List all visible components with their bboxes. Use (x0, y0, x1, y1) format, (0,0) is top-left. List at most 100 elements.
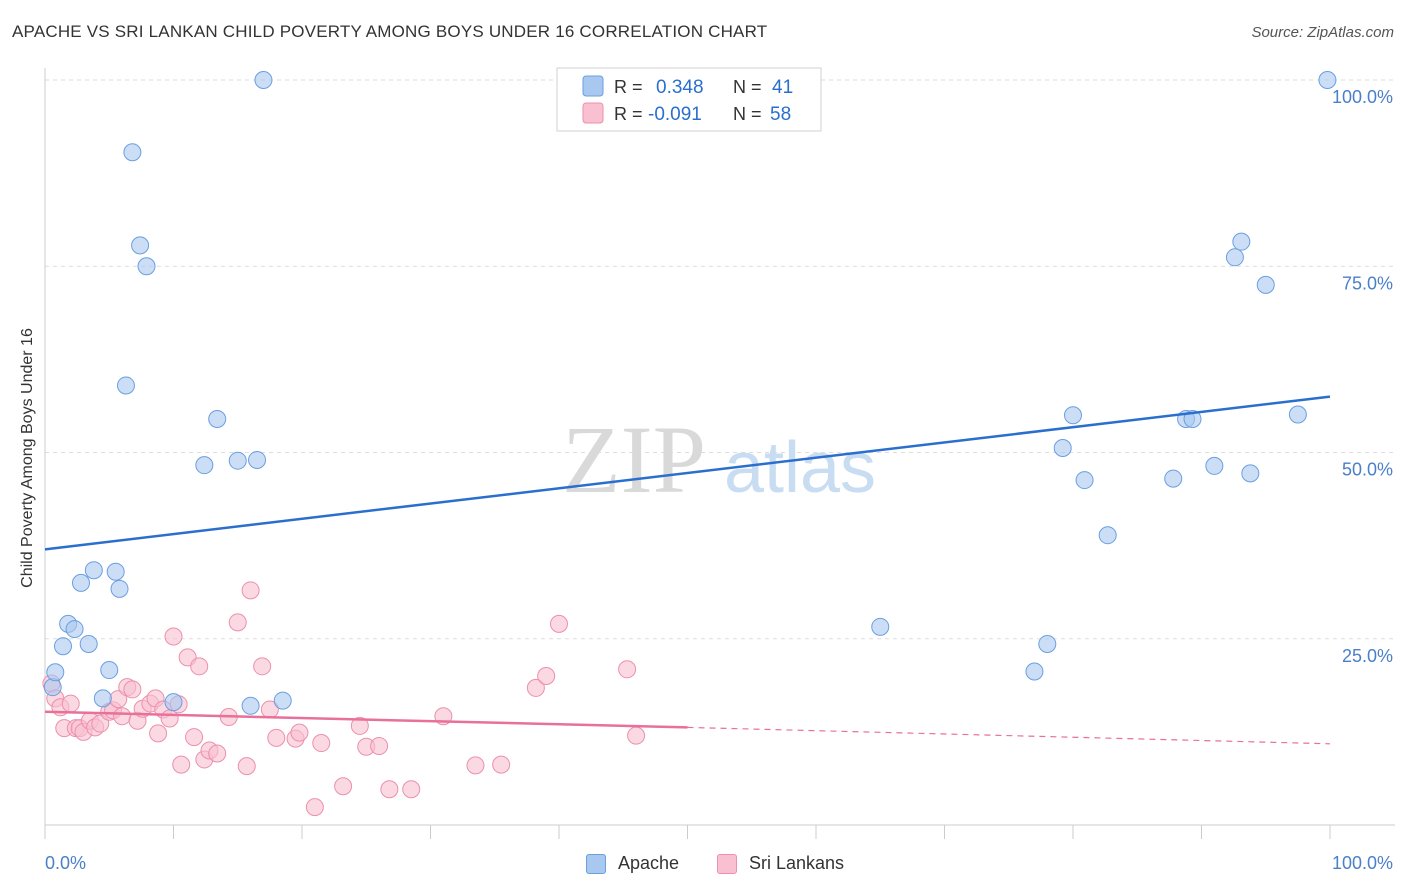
point-srilankan-32 (208, 744, 227, 763)
point-apache-29 (1075, 471, 1094, 490)
stats-r-value-apache: 0.348 (656, 77, 704, 98)
point-apache-23 (273, 691, 292, 710)
point-srilankan-45 (350, 716, 369, 735)
chart-source: Source: ZipAtlas.com (1251, 24, 1394, 41)
point-srilankan-54 (537, 667, 556, 685)
point-apache-15 (137, 257, 156, 276)
point-apache-24 (871, 617, 890, 636)
stats-n-value-apache: 41 (772, 77, 793, 98)
point-srilankan-28 (185, 728, 204, 747)
legend-item-srilankan: Sri Lankans (717, 853, 844, 874)
point-apache-1 (46, 663, 65, 682)
point-apache-16 (164, 693, 183, 712)
point-apache-37 (1241, 464, 1260, 483)
point-apache-13 (123, 143, 142, 162)
point-srilankan-52 (492, 755, 511, 774)
x-tick-label-0: 0.0% (45, 853, 86, 873)
trend-lines (44, 395, 1331, 745)
point-apache-31 (1164, 469, 1183, 488)
point-apache-11 (110, 579, 129, 598)
point-srilankan-53 (526, 678, 545, 697)
watermark-zip: ZIP (562, 406, 706, 513)
stats-n-value-srilankan: 58 (770, 104, 791, 125)
stats-r-label-srilankan: R = (614, 104, 643, 124)
point-srilankan-47 (370, 737, 389, 756)
point-apache-4 (65, 620, 84, 639)
point-srilankan-36 (241, 581, 260, 600)
stats-r-label-apache: R = (614, 77, 643, 97)
point-apache-25 (1025, 662, 1044, 681)
point-srilankan-49 (402, 780, 421, 799)
point-srilankan-57 (627, 726, 646, 745)
point-apache-36 (1232, 232, 1251, 251)
point-apache-6 (79, 634, 98, 653)
axes (44, 68, 1395, 839)
point-srilankan-14 (113, 707, 132, 726)
point-apache-0 (43, 678, 62, 697)
tick-labels: 25.0% 50.0% 75.0% 100.0% 0.0% 100.0% (45, 87, 1393, 873)
point-srilankan-26 (172, 755, 191, 774)
watermark: ZIP atlas (562, 406, 876, 513)
point-apache-27 (1053, 439, 1072, 458)
point-srilankan-24 (164, 627, 183, 646)
point-srilankan-10 (91, 714, 110, 733)
point-apache-2 (53, 637, 72, 656)
legend-swatch-apache (586, 853, 606, 874)
point-apache-14 (131, 236, 150, 255)
point-srilankan-51 (466, 756, 485, 775)
point-apache-30 (1098, 526, 1117, 545)
point-apache-5 (71, 573, 90, 592)
point-srilankan-55 (550, 614, 568, 633)
point-srilankan-48 (380, 780, 399, 799)
point-apache-19 (228, 451, 247, 470)
point-apache-22 (254, 71, 273, 89)
point-apache-20 (241, 696, 260, 715)
stats-n-label-srilankan: N = (733, 104, 762, 124)
point-apache-26 (1038, 634, 1057, 653)
legend-label-srilankan: Sri Lankans (749, 853, 845, 873)
point-apache-18 (208, 409, 227, 428)
stats-r-value-srilankan: -0.091 (648, 104, 702, 125)
stats-legend-swatch-apache (582, 75, 604, 97)
point-apache-35 (1225, 248, 1244, 267)
data-points (42, 71, 1337, 817)
point-srilankan-21 (149, 724, 168, 743)
point-srilankan-29 (190, 657, 209, 676)
point-srilankan-43 (312, 734, 331, 753)
stats-legend-swatch-srilankan (582, 102, 604, 124)
point-srilankan-39 (267, 728, 286, 747)
point-srilankan-34 (228, 613, 247, 632)
point-srilankan-4 (61, 694, 80, 713)
legend-swatch-srilankan (717, 853, 737, 874)
point-srilankan-35 (237, 757, 256, 776)
point-srilankan-42 (305, 798, 324, 817)
watermark-atlas: atlas (724, 428, 876, 508)
legend-item-apache: Apache (586, 853, 679, 874)
point-srilankan-56 (618, 660, 637, 679)
stats-n-label-apache: N = (733, 77, 762, 97)
y-tick-label-2: 75.0% (1342, 273, 1393, 293)
stats-legend: R = 0.348 N = 41 R = -0.091 N = 58 (556, 67, 822, 132)
point-srilankan-37 (253, 657, 272, 676)
point-apache-10 (106, 562, 125, 581)
point-apache-17 (195, 456, 214, 475)
point-apache-40 (1318, 71, 1337, 89)
point-apache-12 (116, 376, 135, 395)
trend-line-apache (44, 395, 1331, 551)
gridlines (45, 79, 1395, 640)
point-apache-9 (100, 661, 119, 680)
point-srilankan-41 (290, 723, 309, 742)
point-srilankan-44 (334, 777, 353, 796)
point-apache-38 (1256, 275, 1275, 294)
point-apache-7 (84, 561, 103, 580)
y-tick-label-0: 25.0% (1342, 646, 1393, 666)
legend-label-apache: Apache (618, 853, 680, 873)
point-apache-21 (248, 450, 267, 469)
chart-title: APACHE VS SRI LANKAN CHILD POVERTY AMONG… (12, 22, 768, 41)
point-apache-28 (1064, 406, 1082, 425)
point-apache-34 (1205, 456, 1224, 475)
y-tick-label-3: 100.0% (1332, 87, 1393, 107)
bottom-legend: Apache Sri Lankans (0, 852, 1406, 878)
trend-line-srilankan-extension (687, 726, 1331, 745)
